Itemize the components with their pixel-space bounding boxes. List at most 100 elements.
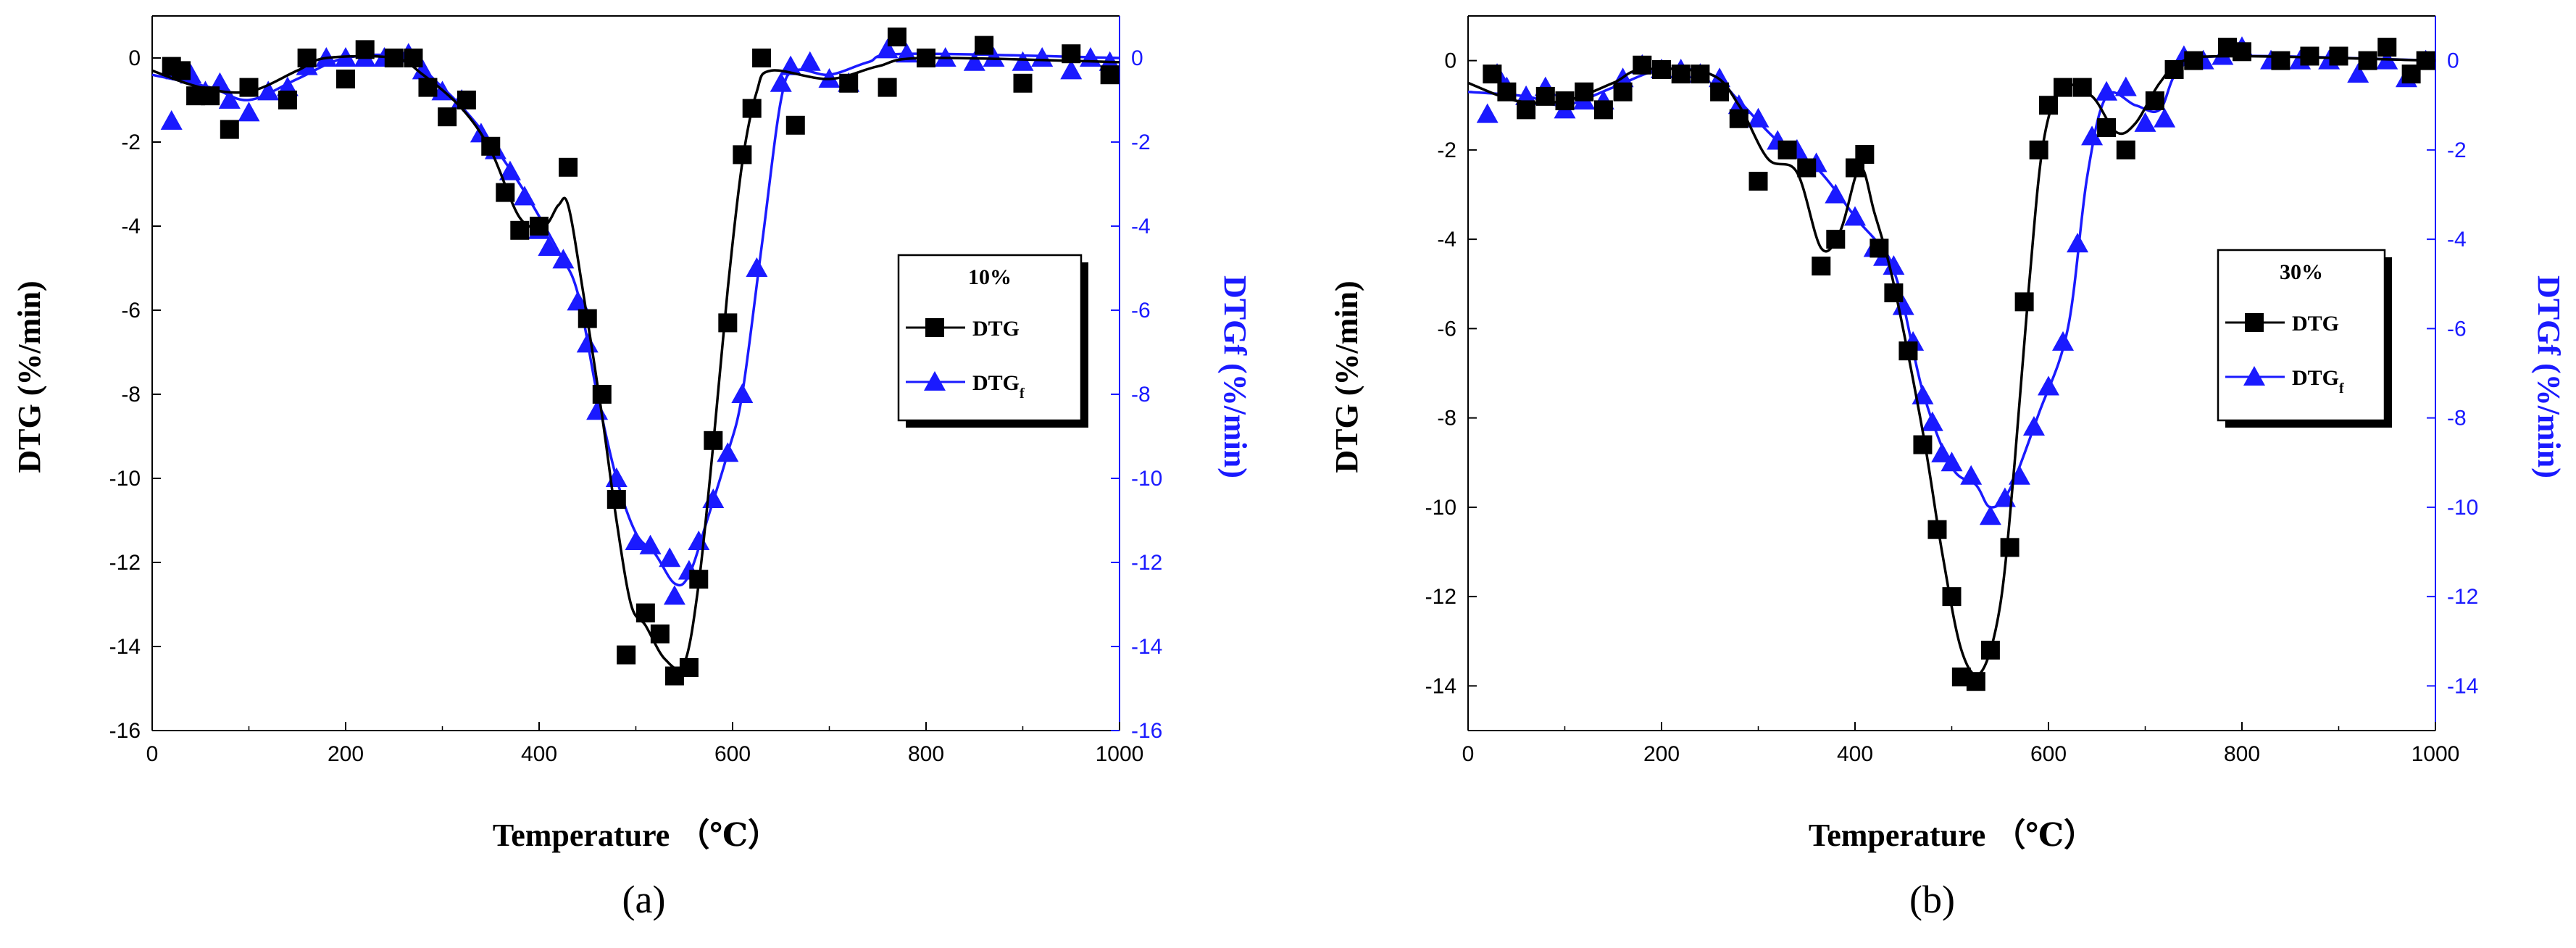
x-axis-ticks: 0 200 400 600 800 1000 [146,722,1143,766]
series-dtg-point [1913,435,1933,454]
series-dtgf-point [1941,452,1963,472]
series-dtg-point [752,49,772,67]
y-tick-label: -14 [109,635,141,659]
series-dtg-point [704,431,723,450]
series-dtg-point [1497,82,1517,101]
series-dtg-point [887,28,906,46]
series-dtg-point [2145,91,2164,111]
series-dtg-point [1100,65,1120,85]
x-tick-label: 800 [2224,742,2260,766]
series-dtg-point [172,61,191,80]
series-dtg-point [2054,78,2073,97]
series-dtg-point [1535,86,1555,106]
y-axis-title: DTG (%/min) [12,280,47,473]
series-dtg-point [1870,238,1889,258]
series-dtg-point [1855,145,1875,165]
series-dtg [1468,38,2435,691]
x-tick-label: 0 [146,742,159,766]
series-dtg-point [2377,38,2397,57]
y-tick-label: -8 [1437,407,1456,431]
legend-title: 30% [2280,260,2323,284]
series-dtgf-point [412,59,434,80]
series-dtgf-point [1960,465,1983,485]
legend-marker [2245,313,2264,332]
series-dtgf-point [1747,107,1770,128]
y2-tick-label: -4 [2447,228,2467,251]
x-tick-label: 0 [1462,742,1475,766]
series-dtgf-point [717,442,739,462]
series-dtgf-point [2154,107,2176,128]
x-tick-label: 1000 [2412,742,2460,766]
series-dtg-point [1575,82,1594,101]
legend-label: DTGf [972,371,1025,402]
x-tick-label: 200 [328,742,364,766]
series-dtg-point [1555,91,1575,111]
y2-tick-label: -8 [1131,383,1151,407]
series-dtgf-point [2114,76,2137,96]
y2-tick-label: 0 [2447,49,2459,73]
y2-tick-label: -2 [2447,138,2467,162]
x-tick-label: 400 [521,742,557,766]
x-tick-label: 600 [714,742,751,766]
x-tick-label: 400 [1837,742,1873,766]
series-dtg-point [2329,46,2348,66]
series-dtgf-point [1825,183,1847,204]
y-tick-label: -2 [1437,138,1456,162]
y-tick-label: -8 [121,383,141,407]
series-dtg-point [592,385,612,404]
series-dtg-point [635,603,655,623]
y2-axis-title: DTGf (%/min) [2531,275,2567,478]
series-dtg-point [1710,82,1730,101]
series-dtg-point [1966,672,1985,691]
series-dtg-point [1980,641,2000,660]
series-dtgf-point [2022,415,2045,436]
y2-tick-label: 0 [1131,46,1143,70]
legend-label-base: DTG [972,371,1020,395]
series-dtg-point [457,91,476,109]
series-dtg-point [1797,158,1817,178]
y-axis-ticks: 0 -2 -4 -6 -8 -10 -12 -14 [1425,49,1477,698]
y2-tick-label: -6 [2447,317,2467,341]
series-dtgf-point [659,547,681,567]
legend-box [2217,249,2386,422]
series-dtgf-point [1883,255,1905,275]
series-dtgf-point [1012,51,1034,71]
series-dtgf-point [731,383,754,403]
series-dtgf-point [780,55,802,75]
series-dtgf-point [770,72,792,92]
series-dtg-point [1691,65,1710,84]
series-dtg-point [785,115,805,135]
panel-caption-a: (a) [622,878,666,921]
series-dtg-point [1652,59,1671,79]
series-dtg-point [578,309,597,328]
legend-marker [924,371,946,391]
series-dtgf-point [983,47,1005,67]
series-dtg-point [1013,73,1033,93]
series-dtg-point [2116,140,2135,159]
series-dtg-point [742,99,762,118]
chart-panel-b: 0 200 400 600 800 1000 0 -2 -4 -6 -8 -10 -12 -14 0 -2 -4… [1288,0,2576,948]
series-dtgf-point [538,236,560,256]
series-dtg-point [2029,140,2048,159]
series-dtg-point [975,36,994,55]
y2-axis-title: DTGf (%/min) [1217,275,1253,478]
series-dtgf-point [160,110,183,130]
series-dtg-point [2416,51,2435,70]
y-axis-ticks: 0 -2 -4 -6 -8 -10 -12 -14 -16 [109,46,161,743]
y-tick-label: -4 [1437,228,1456,251]
series-dtg-point [733,145,752,165]
series-dtgf-point [2347,63,2369,83]
series-dtg-point [689,570,709,589]
series-dtgf-point [2096,80,2118,101]
series-dtgf-point [567,291,589,311]
series-dtg-point [679,658,699,677]
y-tick-label: -10 [109,467,141,491]
y2-axis-ticks: 0 -2 -4 -6 -8 -10 -12 -14 -16 [1111,46,1162,743]
y-tick-label: -4 [121,215,141,238]
series-dtg-point [201,86,220,106]
series-dtgf-point [1515,85,1538,105]
series-dtg-point [239,78,259,97]
y-tick-label: -12 [1425,585,1456,609]
series-dtg-point [510,220,530,240]
series-dtg-point [1062,44,1081,64]
